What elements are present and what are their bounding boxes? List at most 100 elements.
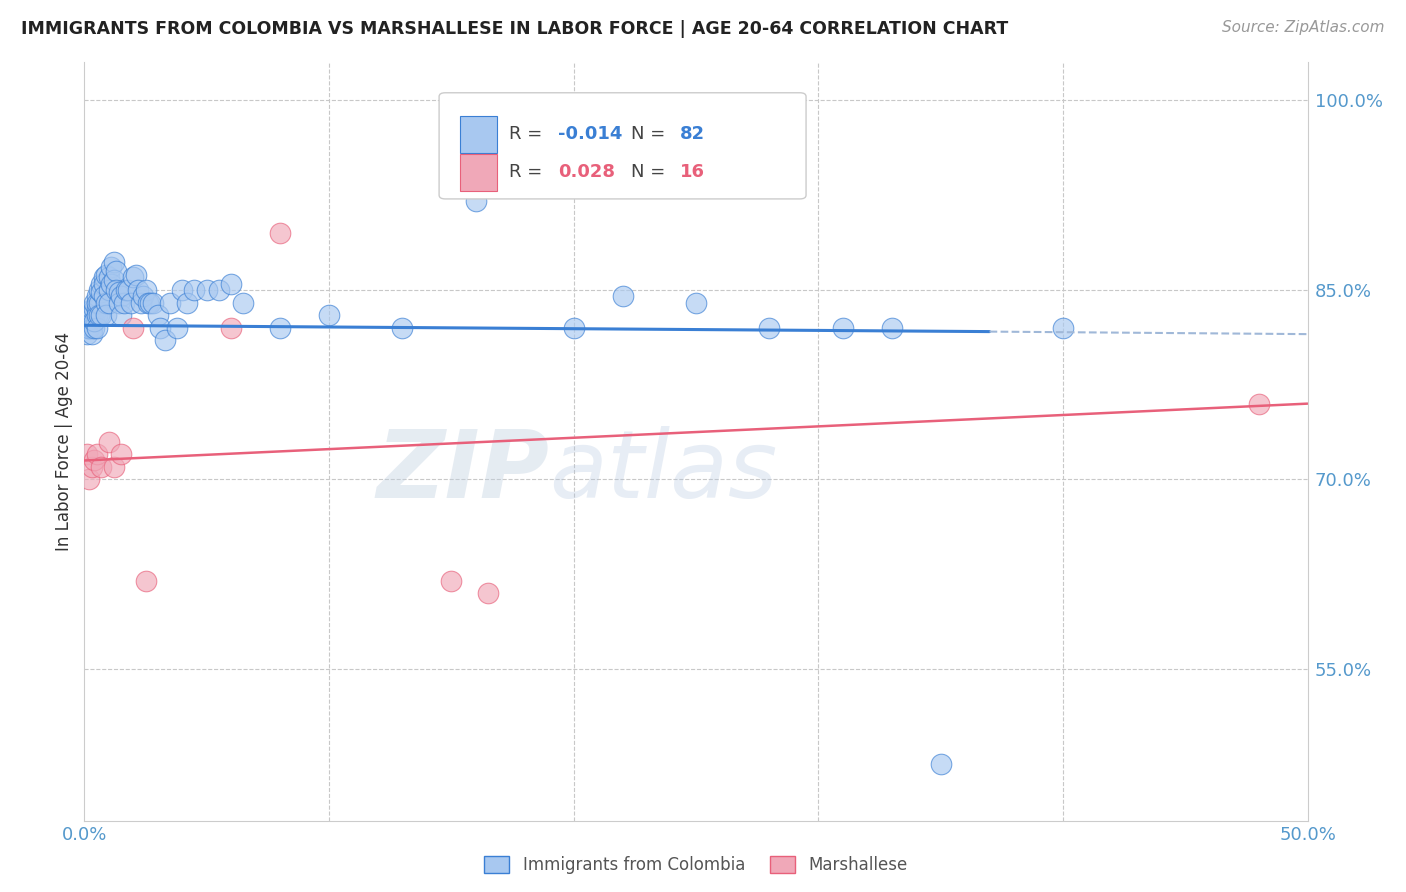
Text: N =: N = [631, 163, 671, 181]
Point [77, 308, 100, 322]
Point [90, 277, 112, 291]
Point [758, 320, 780, 334]
Point [76, 447, 98, 461]
Point [87, 308, 110, 322]
Point [90, 308, 112, 322]
Point [464, 194, 486, 209]
Point [86, 301, 108, 316]
FancyBboxPatch shape [439, 93, 806, 199]
Text: IMMIGRANTS FROM COLOMBIA VS MARSHALLESE IN LABOR FORCE | AGE 20-64 CORRELATION C: IMMIGRANTS FROM COLOMBIA VS MARSHALLESE … [21, 20, 1008, 37]
Point [80, 327, 103, 342]
Text: -0.014: -0.014 [558, 126, 621, 144]
Point [136, 295, 159, 310]
Point [183, 283, 205, 297]
Legend: Immigrants from Colombia, Marshallese: Immigrants from Colombia, Marshallese [478, 849, 914, 880]
Point [90, 459, 112, 474]
Point [83, 453, 105, 467]
Point [80, 459, 103, 474]
Point [142, 295, 165, 310]
Point [90, 285, 112, 300]
Point [562, 320, 585, 334]
Point [112, 295, 135, 310]
Point [127, 283, 149, 297]
Point [269, 320, 291, 334]
Point [166, 320, 188, 334]
Point [86, 289, 108, 303]
Point [440, 574, 463, 588]
Text: 82: 82 [681, 126, 706, 144]
Point [685, 295, 707, 310]
Point [77, 314, 100, 328]
Point [122, 270, 145, 285]
Point [100, 260, 122, 275]
Point [103, 255, 125, 269]
Point [391, 320, 413, 334]
Point [115, 283, 138, 297]
Point [76, 314, 98, 328]
Point [125, 268, 148, 282]
Point [120, 295, 142, 310]
Point [219, 277, 242, 291]
Point [139, 295, 162, 310]
Point [97, 295, 120, 310]
Point [129, 295, 152, 310]
Point [86, 295, 108, 310]
Point [97, 283, 120, 297]
Point [87, 283, 110, 297]
Point [86, 320, 108, 334]
Point [76, 327, 98, 342]
Point [83, 301, 105, 316]
Point [105, 264, 128, 278]
Point [80, 320, 103, 334]
Point [232, 295, 254, 310]
Point [100, 277, 122, 291]
Point [172, 283, 194, 297]
Point [880, 320, 903, 334]
Point [107, 295, 129, 310]
Point [153, 334, 176, 348]
Point [122, 320, 145, 334]
Point [86, 447, 108, 461]
Point [80, 301, 103, 316]
Text: N =: N = [631, 126, 671, 144]
Point [83, 320, 105, 334]
Point [77, 473, 100, 487]
Y-axis label: In Labor Force | Age 20-64: In Labor Force | Age 20-64 [55, 332, 73, 551]
Text: Source: ZipAtlas.com: Source: ZipAtlas.com [1222, 20, 1385, 35]
Point [83, 314, 105, 328]
Point [107, 285, 129, 300]
Point [477, 586, 499, 600]
Point [77, 320, 100, 334]
Point [219, 320, 242, 334]
Point [77, 320, 100, 334]
Point [1247, 396, 1270, 410]
Text: R =: R = [509, 163, 554, 181]
Point [93, 289, 115, 303]
Point [76, 320, 98, 334]
Point [110, 289, 132, 303]
Point [86, 308, 108, 322]
Point [195, 283, 218, 297]
Point [83, 295, 105, 310]
Text: atlas: atlas [550, 426, 778, 517]
Point [159, 295, 181, 310]
Point [208, 283, 231, 297]
Point [929, 756, 952, 771]
Point [96, 308, 118, 322]
Point [87, 295, 110, 310]
Point [103, 459, 125, 474]
Text: R =: R = [509, 126, 548, 144]
Point [117, 283, 139, 297]
Text: ZIP: ZIP [377, 425, 550, 518]
Point [149, 320, 172, 334]
Point [269, 226, 291, 240]
Point [93, 277, 115, 291]
Point [110, 447, 132, 461]
Point [93, 270, 115, 285]
Point [105, 283, 128, 297]
Point [97, 270, 120, 285]
Point [96, 295, 118, 310]
Point [176, 295, 198, 310]
Point [318, 308, 340, 322]
Point [612, 289, 634, 303]
